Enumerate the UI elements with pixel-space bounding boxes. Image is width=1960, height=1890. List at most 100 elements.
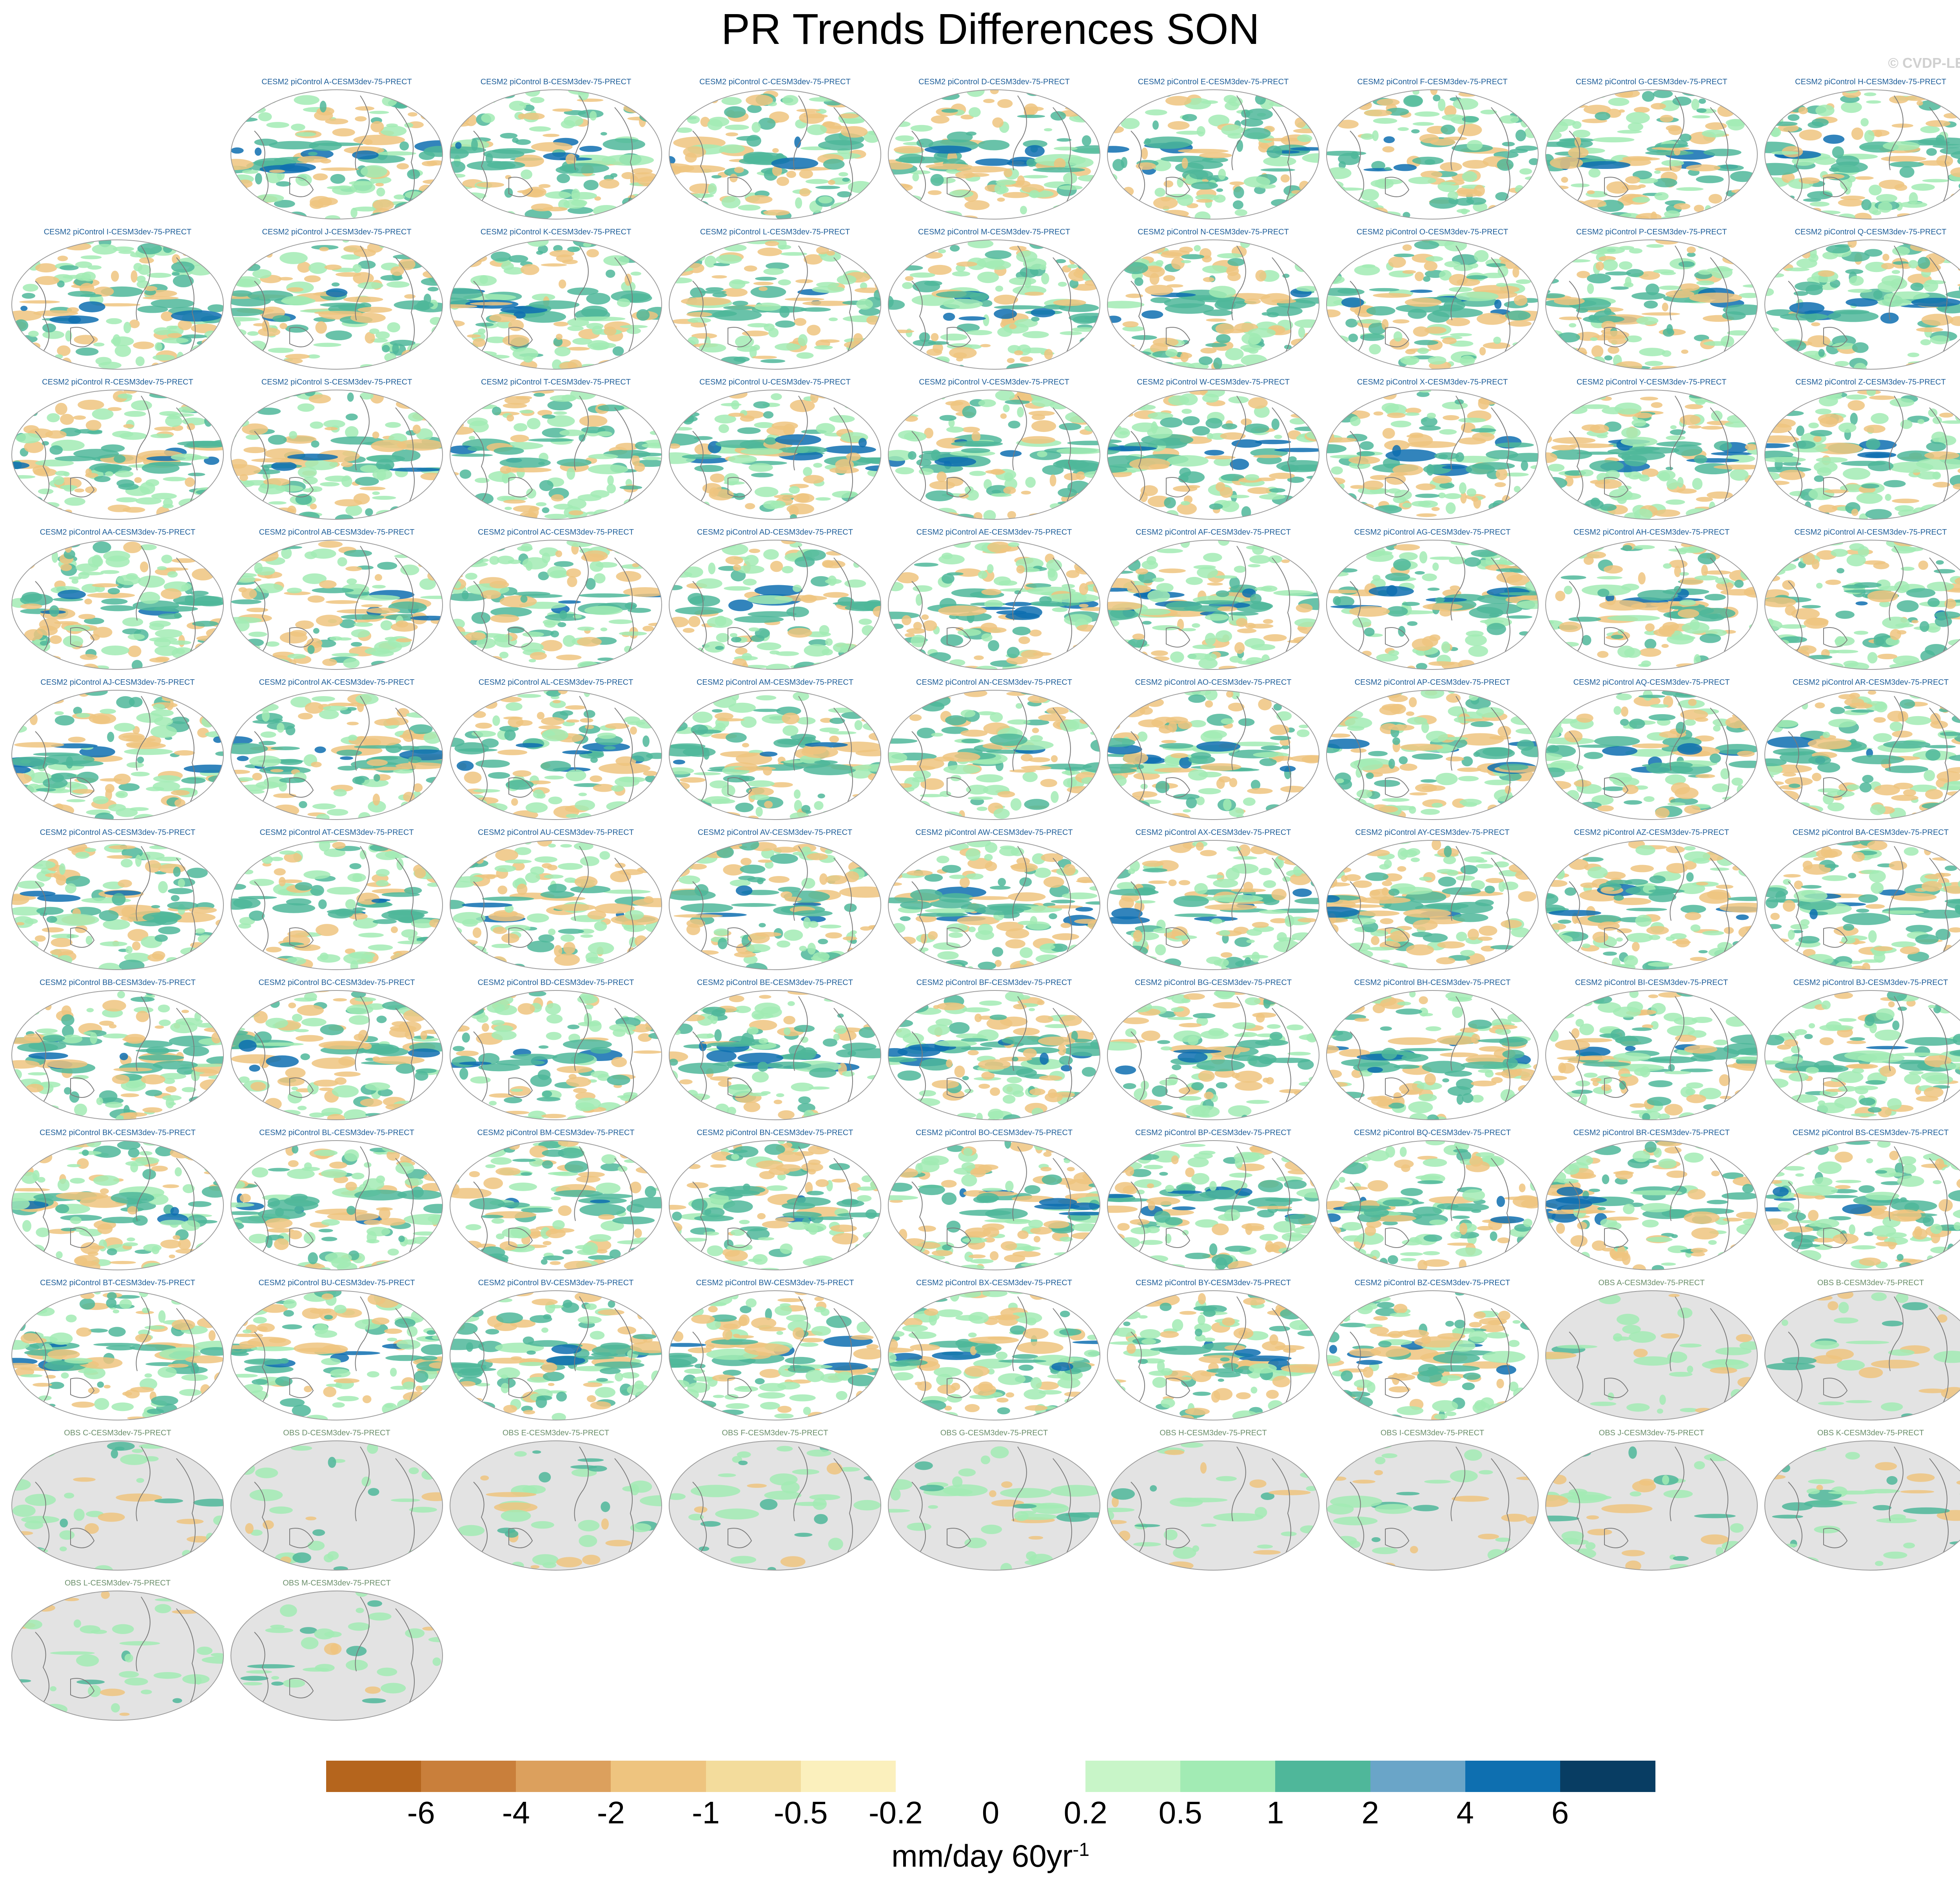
colorbar-box bbox=[1085, 1761, 1181, 1792]
map-border bbox=[888, 1440, 1100, 1571]
model-map-panel: CESM2 piControl BZ-CESM3dev-75-PRECT bbox=[1323, 1278, 1542, 1427]
panel-title: CESM2 piControl U-CESM3dev-75-PRECT bbox=[699, 378, 851, 386]
panel-title: CESM2 piControl BP-CESM3dev-75-PRECT bbox=[1135, 1128, 1291, 1137]
colorbar-tick-label: 4 bbox=[1456, 1795, 1474, 1830]
coastline bbox=[1131, 996, 1291, 1106]
obs-map-panel: OBS E-CESM3dev-75-PRECT bbox=[446, 1428, 666, 1577]
colorbar-tick-label: -0.2 bbox=[868, 1795, 923, 1830]
precip-trend-field bbox=[1327, 1141, 1538, 1270]
coastline bbox=[911, 1296, 1072, 1407]
globe-map bbox=[888, 840, 1100, 970]
obs-map-panel: OBS I-CESM3dev-75-PRECT bbox=[1323, 1428, 1542, 1577]
coastline bbox=[1131, 1296, 1291, 1407]
map-border bbox=[1107, 540, 1319, 670]
panel-title: CESM2 piControl D-CESM3dev-75-PRECT bbox=[918, 78, 1070, 86]
map-border bbox=[11, 1591, 224, 1721]
coastline bbox=[254, 245, 415, 356]
colorbar-box bbox=[800, 1761, 896, 1792]
map-border bbox=[1545, 1440, 1758, 1571]
coastline bbox=[1131, 1146, 1291, 1257]
model-map-panel: CESM2 piControl AG-CESM3dev-75-PRECT bbox=[1323, 528, 1542, 677]
panel-title: CESM2 piControl I-CESM3dev-75-PRECT bbox=[44, 228, 192, 236]
globe-map bbox=[669, 990, 881, 1120]
map-border bbox=[230, 390, 443, 520]
globe-map bbox=[669, 89, 881, 219]
map-border bbox=[230, 1290, 443, 1420]
map-border bbox=[1764, 990, 1960, 1120]
map-border bbox=[1764, 89, 1960, 219]
coastline bbox=[473, 1296, 634, 1407]
model-map-panel: CESM2 piControl BX-CESM3dev-75-PRECT bbox=[884, 1278, 1104, 1427]
model-map-panel: CESM2 piControl B-CESM3dev-75-PRECT bbox=[446, 77, 666, 226]
coastline bbox=[911, 846, 1072, 956]
globe-map bbox=[888, 990, 1100, 1120]
map-border bbox=[450, 690, 662, 820]
panel-title: OBS B-CESM3dev-75-PRECT bbox=[1817, 1279, 1924, 1287]
model-map-panel: CESM2 piControl BN-CESM3dev-75-PRECT bbox=[665, 1128, 885, 1277]
panel-title: CESM2 piControl J-CESM3dev-75-PRECT bbox=[262, 228, 412, 236]
panel-title: CESM2 piControl AO-CESM3dev-75-PRECT bbox=[1135, 678, 1292, 687]
panel-title: CESM2 piControl AK-CESM3dev-75-PRECT bbox=[259, 678, 415, 687]
map-border bbox=[230, 239, 443, 370]
coastline bbox=[254, 395, 415, 506]
globe-map bbox=[669, 1140, 881, 1270]
coastline bbox=[1131, 95, 1291, 206]
panel-title: CESM2 piControl O-CESM3dev-75-PRECT bbox=[1356, 228, 1508, 236]
globe-map bbox=[1545, 1290, 1758, 1420]
map-border bbox=[1545, 1140, 1758, 1270]
map-border bbox=[1764, 690, 1960, 820]
model-map-panel: CESM2 piControl S-CESM3dev-75-PRECT bbox=[227, 377, 446, 526]
map-border bbox=[1326, 690, 1539, 820]
page-title: PR Trends Differences SON bbox=[721, 5, 1260, 53]
globe-map bbox=[1764, 990, 1960, 1120]
coastline bbox=[1350, 395, 1510, 506]
map-border bbox=[1764, 540, 1960, 670]
coastline bbox=[692, 846, 853, 956]
coastline bbox=[1131, 395, 1291, 506]
panel-title: CESM2 piControl AG-CESM3dev-75-PRECT bbox=[1354, 528, 1511, 537]
map-border bbox=[888, 540, 1100, 670]
map-border bbox=[230, 1140, 443, 1270]
colorbar bbox=[326, 1761, 1655, 1792]
panel-title: CESM2 piControl AH-CESM3dev-75-PRECT bbox=[1573, 528, 1730, 537]
precip-trend-field bbox=[12, 540, 223, 669]
coastline bbox=[473, 696, 634, 806]
globe-map bbox=[1764, 390, 1960, 520]
globe-map bbox=[1545, 1140, 1758, 1270]
panel-title: CESM2 piControl AT-CESM3dev-75-PRECT bbox=[260, 828, 414, 837]
coastline bbox=[35, 546, 196, 656]
globe-map bbox=[888, 1290, 1100, 1420]
globe-map bbox=[450, 1440, 662, 1571]
globe-map bbox=[1107, 239, 1319, 370]
globe-map bbox=[669, 1290, 881, 1420]
map-border bbox=[1764, 1140, 1960, 1270]
globe-map bbox=[888, 540, 1100, 670]
model-map-panel: CESM2 piControl E-CESM3dev-75-PRECT bbox=[1103, 77, 1323, 226]
model-map-panel: CESM2 piControl AQ-CESM3dev-75-PRECT bbox=[1542, 678, 1761, 827]
coastline bbox=[1569, 846, 1730, 956]
coastline bbox=[1788, 846, 1949, 956]
coastline bbox=[473, 846, 634, 956]
panel-title: CESM2 piControl W-CESM3dev-75-PRECT bbox=[1137, 378, 1290, 386]
model-map-panel: CESM2 piControl AX-CESM3dev-75-PRECT bbox=[1103, 828, 1323, 977]
coastline bbox=[35, 395, 196, 506]
coastline bbox=[911, 245, 1072, 356]
model-map-panel: CESM2 piControl BL-CESM3dev-75-PRECT bbox=[227, 1128, 446, 1277]
colorbar-tick-label: 6 bbox=[1551, 1795, 1569, 1830]
panel-title: CESM2 piControl R-CESM3dev-75-PRECT bbox=[42, 378, 193, 386]
map-background bbox=[231, 1441, 443, 1570]
coastline bbox=[692, 696, 853, 806]
model-map-panel: CESM2 piControl W-CESM3dev-75-PRECT bbox=[1103, 377, 1323, 526]
model-map-panel: CESM2 piControl BE-CESM3dev-75-PRECT bbox=[665, 978, 885, 1127]
model-map-panel: CESM2 piControl AY-CESM3dev-75-PRECT bbox=[1323, 828, 1542, 977]
coastline bbox=[1350, 1446, 1510, 1557]
map-border bbox=[1764, 1440, 1960, 1571]
model-map-panel: CESM2 piControl BH-CESM3dev-75-PRECT bbox=[1323, 978, 1542, 1127]
colorbar-box bbox=[1275, 1761, 1371, 1792]
map-border bbox=[888, 89, 1100, 219]
colorbar-tick-label: -6 bbox=[407, 1795, 435, 1830]
map-border bbox=[888, 840, 1100, 970]
model-map-panel: CESM2 piControl T-CESM3dev-75-PRECT bbox=[446, 377, 666, 526]
globe-map bbox=[669, 690, 881, 820]
model-map-panel: CESM2 piControl BW-CESM3dev-75-PRECT bbox=[665, 1278, 885, 1427]
